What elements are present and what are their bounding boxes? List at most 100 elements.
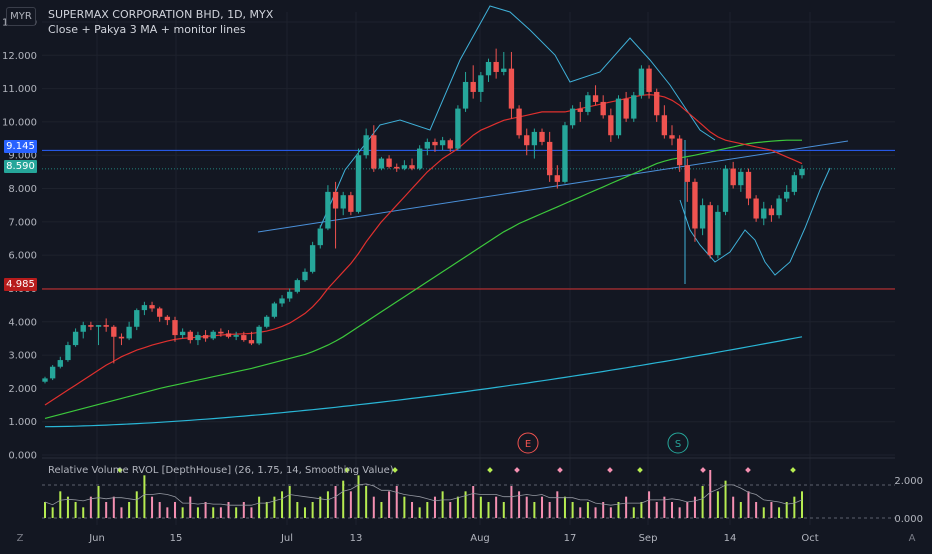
- moving-averages: [44, 93, 803, 428]
- rvol-legend[interactable]: Relative Volume RVOL [DepthHouse] (26, 1…: [48, 465, 394, 476]
- rvol-bar: [678, 507, 681, 518]
- rvol-bar: [166, 507, 169, 518]
- ma-mid-line: [44, 139, 802, 419]
- ma-fast-line: [44, 93, 803, 406]
- rvol-bar: [189, 496, 192, 518]
- zoom-toggle-icon: Z: [17, 533, 24, 544]
- candle-body: [516, 108, 522, 136]
- candle-body: [745, 171, 752, 199]
- rvol-bar: [219, 507, 222, 518]
- candle-body: [164, 316, 171, 321]
- rvol-bar: [258, 496, 261, 518]
- rvol-bar: [632, 507, 635, 518]
- rvol-bar: [395, 486, 398, 518]
- candle-body: [248, 340, 255, 344]
- candle-body: [615, 98, 622, 136]
- candle-body: [363, 135, 369, 156]
- rvol-bar: [151, 496, 154, 518]
- candle-body: [95, 325, 102, 327]
- rvol-bar: [120, 507, 123, 518]
- rvol-bar: [128, 502, 131, 518]
- candle-body: [508, 68, 515, 109]
- candle-body: [218, 331, 224, 334]
- rvol-bar: [770, 502, 773, 518]
- candle-body: [294, 280, 301, 292]
- rvol-bar: [112, 496, 115, 518]
- rvol-bar: [586, 502, 589, 518]
- ma-slow-line: [44, 336, 803, 428]
- candle-body: [340, 195, 346, 209]
- rvol-bar: [250, 507, 253, 518]
- candle-body: [669, 135, 675, 139]
- rvol-bar: [479, 496, 482, 518]
- symbol-badge[interactable]: MYR: [6, 7, 36, 26]
- x-tick-label: Sep: [639, 533, 658, 544]
- rvol-bar: [563, 496, 566, 518]
- rvol-marker-diamond: [514, 467, 520, 473]
- rvol-marker-diamond: [700, 467, 706, 473]
- candle-body: [577, 108, 583, 112]
- rvol-bar: [762, 507, 765, 518]
- y-tick-label: 4.000: [8, 317, 37, 328]
- candle-body: [784, 191, 790, 199]
- auto-scale-icon: A: [909, 533, 916, 544]
- candle-body: [531, 131, 538, 146]
- x-tick-label: Jul: [280, 533, 293, 544]
- rvol-bar: [334, 486, 337, 518]
- candle-body: [654, 91, 660, 116]
- rvol-marker-diamond: [392, 467, 398, 473]
- rvol-bar: [793, 496, 796, 518]
- candle-body: [355, 155, 362, 212]
- candle-body: [661, 115, 668, 136]
- candle-body: [302, 271, 308, 281]
- candle-body: [684, 165, 690, 182]
- rvol-bar: [701, 486, 704, 518]
- candle-body: [722, 168, 729, 212]
- candle-body: [546, 141, 553, 176]
- grid-lines: [42, 12, 895, 525]
- candle-body: [179, 331, 186, 336]
- candle-body: [761, 208, 767, 219]
- rvol-pane: 2.000 0.000: [42, 467, 923, 525]
- rvol-tick-label: 2.000: [894, 476, 923, 487]
- rvol-bar: [51, 507, 54, 518]
- rvol-bar: [625, 496, 628, 518]
- rvol-bar: [82, 507, 85, 518]
- rvol-bar: [441, 491, 444, 518]
- chart-title: SUPERMAX CORPORATION BHD, 1D, MYX: [48, 8, 274, 21]
- candle-body: [279, 298, 285, 304]
- candle-body: [401, 165, 408, 169]
- rvol-bar: [602, 502, 605, 518]
- candle-body: [776, 198, 782, 216]
- candle-body: [325, 191, 331, 229]
- candle-body: [585, 95, 591, 112]
- rvol-bar: [403, 496, 406, 518]
- rvol-marker-diamond: [487, 467, 493, 473]
- rvol-bar: [97, 486, 100, 518]
- envelope-bands: [319, 5, 831, 276]
- rvol-bar: [411, 502, 414, 518]
- y-tick-label: 3.000: [8, 351, 37, 362]
- rvol-bar: [227, 502, 230, 518]
- rvol-marker-diamond: [344, 467, 350, 473]
- indicator-legend[interactable]: Close + Pakya 3 MA + monitor lines: [48, 23, 246, 36]
- rvol-bar: [449, 502, 452, 518]
- rvol-marker-diamond: [607, 467, 613, 473]
- candle-body: [791, 175, 798, 192]
- rvol-marker-diamond: [117, 467, 123, 473]
- candle-body: [57, 360, 63, 367]
- candle-body: [332, 191, 339, 209]
- rvol-bar: [755, 502, 758, 518]
- time-axis[interactable]: Jun 15 Jul 13 Aug 17 Sep 14 Oct Z A: [17, 533, 916, 544]
- lower-band: [679, 167, 831, 276]
- rvol-bar: [265, 502, 268, 518]
- candle-body: [264, 316, 270, 327]
- candle-body: [42, 378, 48, 382]
- rvol-bar: [433, 496, 436, 518]
- price-axis[interactable]: 13.00012.00011.00010.0009.0008.0007.0006…: [2, 17, 37, 461]
- candle-body: [149, 305, 155, 309]
- candle-body: [699, 205, 706, 229]
- x-tick-label: Jun: [88, 533, 105, 544]
